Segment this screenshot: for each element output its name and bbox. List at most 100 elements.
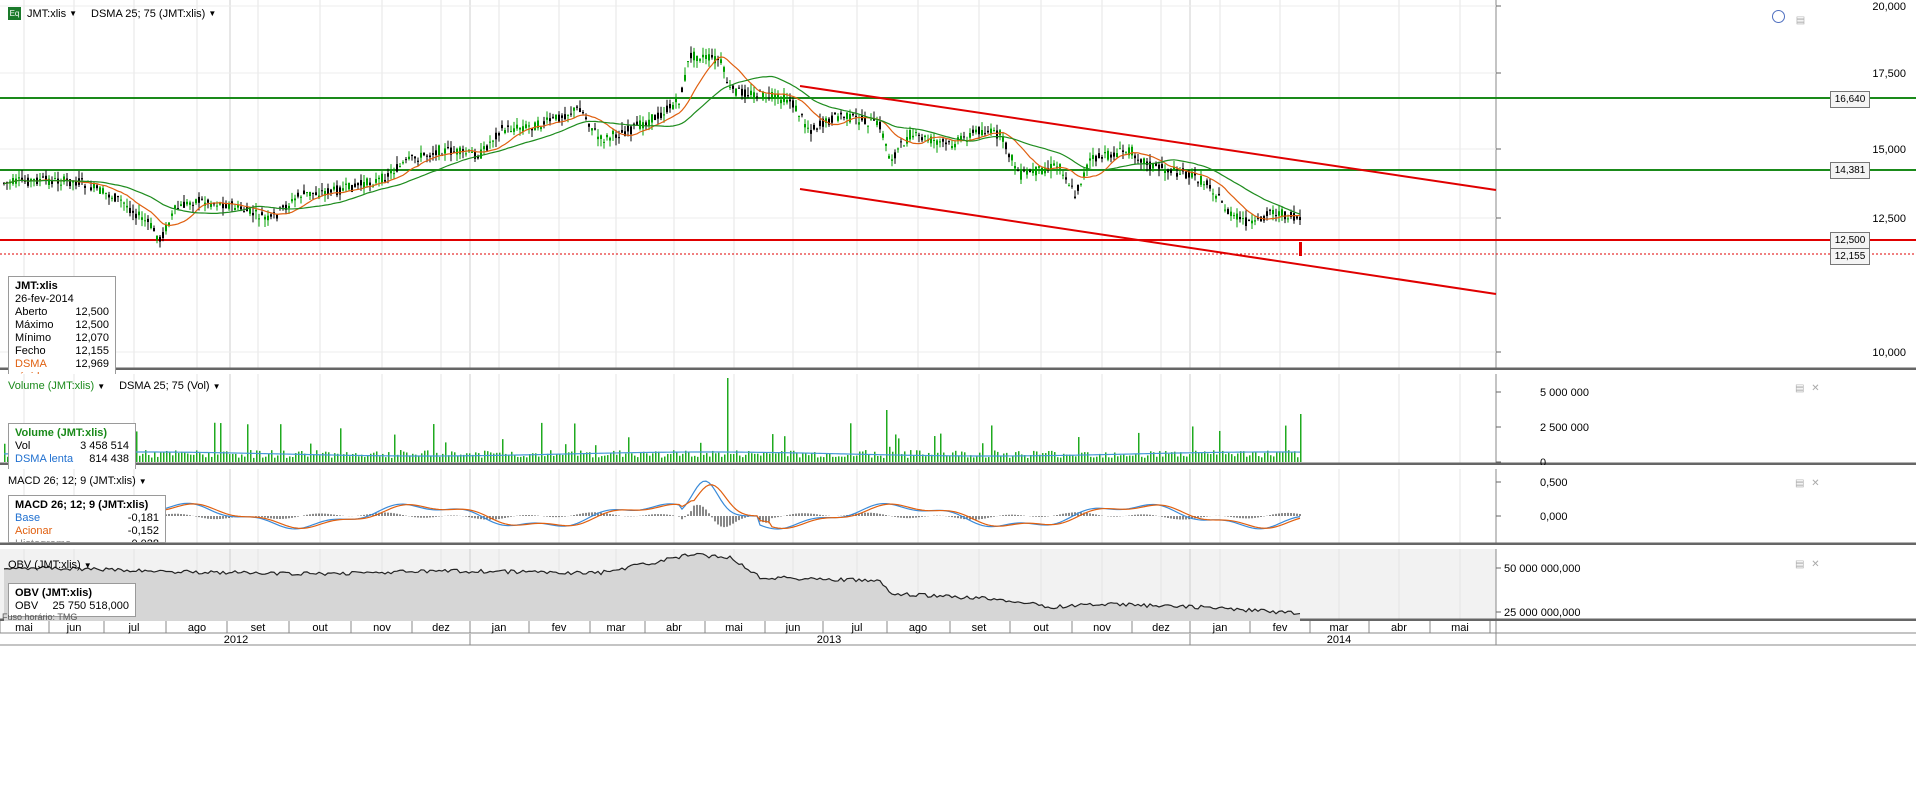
candle-body [93, 183, 95, 189]
volume-bar [517, 456, 519, 462]
obv-panel[interactable]: 50 000 000,000 25 000 000,000 OBV (JMT:xl… [0, 549, 1916, 622]
candle-body [45, 175, 47, 180]
volume-bar [196, 450, 198, 462]
volume-bar [868, 454, 870, 462]
indicator-selector[interactable]: DSMA 25; 75 (JMT:xlis) ▼ [91, 8, 216, 20]
legend-row: Fecho 12,155 [15, 345, 109, 358]
volume-bar [1072, 455, 1074, 462]
volume-bar [190, 454, 192, 462]
candle-body [1251, 220, 1253, 224]
price-chart[interactable]: 20,000 17,500 15,000 12,500 10,000 [0, 0, 1916, 370]
volume-panel-controls: ▤ ✕ [1795, 383, 1820, 394]
volume-indicator-selector[interactable]: DSMA 25; 75 (Vol) ▼ [119, 380, 220, 392]
candle-body [1230, 211, 1232, 216]
candle-body [972, 129, 974, 133]
candle-body [33, 179, 35, 181]
symbol-selector[interactable]: JMT:xlis ▼ [27, 8, 77, 20]
candle-body [417, 160, 419, 162]
candle-body [1248, 219, 1250, 221]
time-axis[interactable]: mai jun jul ago set out nov dez jan fev mar abr mai j… [0, 621, 1916, 788]
volume-bar [760, 455, 762, 462]
volume-bar [367, 455, 369, 462]
close-icon[interactable]: ✕ [1811, 478, 1820, 489]
close-icon[interactable]: ✕ [1811, 559, 1820, 570]
volume-bar [325, 451, 327, 462]
legend-row-value: -0,152 [127, 525, 159, 537]
volume-legend: Volume (JMT:xlis) Vol 3 458 514 DSMA lenta… [8, 423, 136, 470]
candle-body [474, 151, 476, 159]
volume-bar [976, 455, 978, 462]
volume-indicator-label: DSMA 25; 75 (Vol) [119, 380, 210, 392]
candle-body [513, 128, 515, 132]
candle-body [123, 202, 125, 204]
obv-selector[interactable]: OBV (JMT:xlis) ▼ [8, 559, 92, 571]
volume-bar [898, 438, 900, 462]
candle-body [264, 216, 266, 220]
volume-bar [1069, 454, 1071, 462]
volume-bar [1198, 452, 1200, 462]
volume-bar [307, 456, 309, 462]
volume-panel[interactable]: 5 000 000 2 500 000 0 Volume (JMT:xlis) ▼ … [0, 374, 1916, 470]
window-icon[interactable]: ▤ [1795, 15, 1806, 26]
candle-body [1119, 148, 1121, 150]
volume-bar [811, 452, 813, 462]
candle-body [1122, 150, 1124, 153]
candle-body [597, 136, 599, 140]
candle-body [1035, 166, 1037, 176]
candle-body [147, 218, 149, 223]
candle-body [399, 166, 401, 168]
volume-bar [928, 452, 930, 462]
candle-body [48, 178, 50, 186]
volume-bar [178, 453, 180, 462]
candle-body [150, 223, 152, 229]
chart-type-icon[interactable]: Eq [8, 7, 21, 20]
candle-body [276, 214, 278, 219]
clock-icon[interactable] [1772, 10, 1785, 23]
month-label: set [972, 622, 987, 634]
volume-bar [565, 444, 567, 462]
candle-body [330, 189, 332, 193]
volume-bar [799, 457, 801, 462]
candle-body [255, 209, 257, 212]
volume-bar [397, 454, 399, 462]
window-icon[interactable]: ▤ [1795, 559, 1805, 570]
price-panel[interactable]: 20,000 17,500 15,000 12,500 10,000 Eq JMT:xl… [0, 0, 1916, 414]
volume-bar [286, 457, 288, 462]
candle-body [108, 194, 110, 198]
macd-selector[interactable]: MACD 26; 12; 9 (JMT:xlis) ▼ [8, 475, 147, 487]
volume-selector[interactable]: Volume (JMT:xlis) ▼ [8, 380, 105, 392]
candle-body [600, 135, 602, 139]
candle-body [960, 135, 962, 141]
candle-body [975, 129, 977, 133]
candle-body [84, 185, 86, 188]
axis-tick-label: 10,000 [1872, 347, 1906, 359]
volume-bar [682, 453, 684, 462]
obv-chart[interactable]: 50 000 000,000 25 000 000,000 [0, 549, 1916, 621]
macd-panel[interactable]: 0,500 0,000 MACD 26; 12; 9 (JMT:xlis) ▼ ▤… [0, 469, 1916, 545]
volume-bar [1024, 455, 1026, 462]
candle-body [1254, 220, 1256, 222]
window-icon[interactable]: ▤ [1795, 383, 1805, 394]
candle-body [684, 74, 686, 81]
candle-body [774, 94, 776, 99]
volume-bar [1156, 456, 1158, 462]
volume-bar [778, 452, 780, 462]
candle-body [1206, 180, 1208, 186]
volume-bar [169, 451, 171, 462]
obv-line [3, 552, 1301, 615]
candle-body [1038, 166, 1040, 168]
candle-body [735, 88, 737, 96]
macd-chart[interactable]: 0,500 0,000 [0, 469, 1916, 545]
macd-label: MACD 26; 12; 9 (JMT:xlis) [8, 475, 136, 487]
volume-bar [163, 451, 165, 462]
close-icon[interactable]: ✕ [1811, 383, 1820, 394]
candle-body [639, 120, 641, 129]
volume-chart[interactable]: 5 000 000 2 500 000 0 [0, 374, 1916, 465]
window-icon[interactable]: ▤ [1795, 478, 1805, 489]
volume-bar [937, 452, 939, 462]
month-label: mai [1451, 622, 1469, 634]
volume-bar [217, 454, 219, 462]
candle-body [447, 146, 449, 149]
candle-body [66, 178, 68, 181]
candle-body [843, 117, 845, 119]
